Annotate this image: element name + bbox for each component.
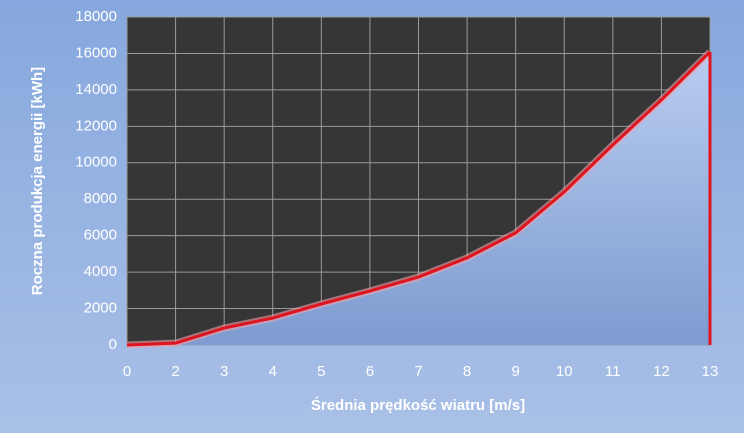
area <box>127 51 710 346</box>
y-tick-label: 4000 <box>84 263 117 280</box>
x-tick-label: 2 <box>171 363 179 380</box>
x-tick-label: 7 <box>414 363 422 380</box>
x-tick-label: 12 <box>653 363 670 380</box>
y-tick-label: 0 <box>109 336 117 353</box>
x-tick-label: 11 <box>605 363 621 380</box>
line <box>126 50 712 347</box>
x-tick-label: 13 <box>702 363 719 380</box>
x-tick-label: 4 <box>269 363 277 380</box>
x-tick-label: 0 <box>123 363 131 380</box>
x-tick-label: 5 <box>317 363 325 380</box>
y-tick-label: 12000 <box>75 117 117 134</box>
y-tick-label: 14000 <box>75 81 117 98</box>
x-tick-label: 6 <box>366 363 374 380</box>
y-tick-label: 18000 <box>75 8 117 25</box>
x-tick-label: 9 <box>511 363 519 380</box>
y-tick-label: 16000 <box>75 44 117 61</box>
x-tick-label: 8 <box>463 363 471 380</box>
y-tick-label: 2000 <box>84 300 117 317</box>
y-tick-label: 8000 <box>84 190 117 207</box>
x-tick-label: 3 <box>220 363 228 380</box>
x-axis-title: Średnia prędkość wiatru [m/s] <box>311 396 525 414</box>
x-tick-label: 10 <box>556 363 573 380</box>
y-axis-title: Roczna produkcja energii [kWh] <box>29 67 46 295</box>
y-tick-label: 10000 <box>75 154 117 171</box>
y-tick-label: 6000 <box>84 227 117 244</box>
